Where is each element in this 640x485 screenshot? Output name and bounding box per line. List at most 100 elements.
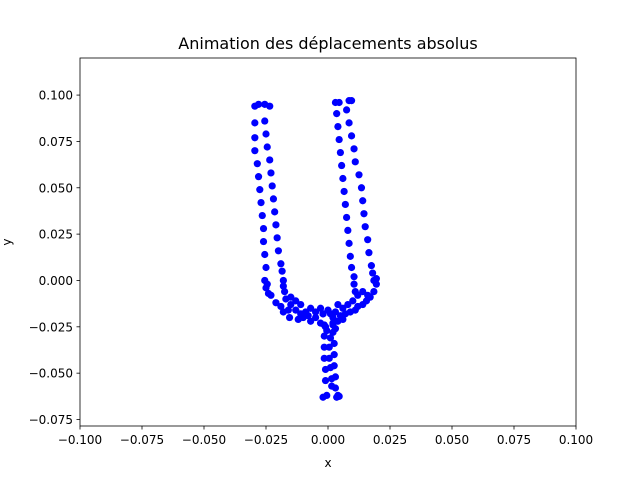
x-axis-label: x: [324, 456, 331, 470]
data-point: [357, 184, 366, 192]
data-point: [360, 210, 368, 218]
data-point: [343, 213, 351, 222]
data-point: [334, 300, 342, 309]
data-point: [271, 208, 279, 216]
data-point: [277, 260, 285, 268]
x-tick-label: −0.050: [182, 433, 226, 447]
data-point: [328, 382, 336, 390]
data-point: [274, 247, 282, 255]
y-tick-label: 0.075: [39, 135, 73, 149]
data-point: [336, 148, 344, 157]
x-tick-label: 0.025: [373, 433, 407, 447]
data-point: [355, 171, 363, 179]
data-point: [251, 119, 259, 127]
data-point: [347, 132, 356, 140]
data-point: [364, 236, 372, 244]
x-tick-label: 0.050: [435, 433, 469, 447]
data-point: [372, 280, 380, 288]
data-point: [273, 234, 281, 242]
data-point: [292, 297, 300, 305]
y-tick-label: −0.075: [29, 413, 73, 427]
data-point: [359, 287, 367, 296]
data-point: [344, 226, 352, 235]
data-point: [350, 280, 358, 288]
data-point: [278, 267, 286, 275]
data-point: [262, 130, 270, 138]
y-tick-label: −0.025: [29, 320, 73, 334]
data-point: [259, 224, 268, 233]
data-point: [251, 134, 259, 142]
data-point: [339, 315, 347, 323]
data-point: [261, 250, 269, 259]
data-point: [343, 106, 351, 114]
data-point: [262, 263, 270, 272]
data-point: [326, 334, 335, 342]
data-point: [329, 313, 337, 322]
data-point: [279, 276, 287, 285]
data-point: [263, 280, 271, 288]
data-point: [279, 282, 287, 290]
data-point: [294, 315, 302, 323]
x-tick-label: 0.000: [311, 433, 345, 447]
data-point: [351, 158, 359, 166]
data-point: [370, 287, 378, 296]
y-tick-label: 0.025: [39, 228, 73, 242]
data-point: [253, 160, 261, 168]
data-point: [325, 354, 333, 362]
data-point: [287, 293, 295, 301]
data-point: [320, 321, 328, 329]
data-point: [329, 328, 337, 336]
data-point: [258, 211, 266, 220]
data-point: [304, 312, 312, 320]
data-point: [319, 310, 327, 318]
data-point: [254, 100, 263, 108]
data-point: [326, 364, 335, 372]
data-point: [277, 302, 285, 311]
data-point: [338, 161, 346, 170]
chart-title: Animation des déplacements absolus: [178, 34, 477, 53]
data-point: [330, 351, 338, 359]
y-axis-label: y: [0, 238, 14, 245]
data-point: [364, 291, 372, 299]
data-point: [320, 332, 328, 340]
x-tick-label: 0.100: [559, 433, 593, 447]
data-point: [316, 304, 325, 312]
data-point: [345, 239, 353, 247]
data-point: [320, 354, 328, 362]
data-point: [307, 304, 315, 312]
data-point: [287, 300, 295, 309]
data-point: [281, 287, 289, 296]
data-point: [321, 376, 330, 385]
data-point: [347, 263, 356, 272]
data-point: [307, 317, 315, 325]
data-point: [312, 308, 320, 316]
data-point: [297, 300, 305, 309]
x-axis-ticks: −0.100 −0.075 −0.050 −0.025 0.000 0.025 0.050 0…: [58, 426, 593, 447]
data-point: [347, 97, 356, 105]
data-point: [359, 197, 367, 205]
data-point: [254, 173, 263, 181]
data-point: [267, 169, 275, 177]
y-tick-label: 0.000: [39, 274, 73, 288]
y-axis-ticks: −0.075 −0.050 −0.025 0.000 0.025 0.050 0.075 0.…: [29, 89, 80, 427]
x-tick-label: 0.075: [497, 433, 531, 447]
data-point: [257, 199, 265, 207]
data-point: [335, 135, 343, 144]
x-tick-label: −0.075: [120, 433, 164, 447]
data-point: [320, 343, 328, 351]
data-point: [267, 291, 275, 299]
data-point: [354, 291, 362, 299]
data-point: [285, 313, 294, 322]
data-point: [335, 392, 343, 400]
data-point: [323, 326, 331, 335]
data-point: [328, 375, 336, 383]
data-point: [333, 110, 341, 118]
data-point: [268, 182, 276, 190]
data-point: [261, 117, 269, 125]
data-point: [263, 143, 271, 151]
data-point: [266, 102, 274, 110]
data-point: [256, 186, 264, 194]
data-point: [341, 200, 349, 209]
